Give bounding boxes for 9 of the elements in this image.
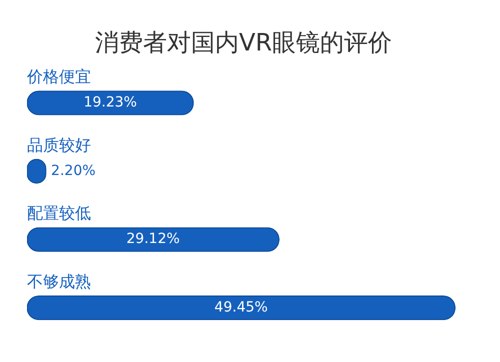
y-tick-label: 品质较好 xyxy=(27,135,91,154)
data-label: 29.12% xyxy=(126,231,180,248)
data-label: 2.20% xyxy=(51,162,96,179)
y-tick-label: 不够成熟 xyxy=(27,272,91,292)
y-tick-label: 价格便宜 xyxy=(26,67,91,86)
chart-title: 消费者对国内VR眼镜的评价 xyxy=(94,28,392,57)
data-label: 49.45% xyxy=(214,299,268,316)
data-label: 19.23% xyxy=(84,94,137,111)
y-tick-label: 配置较低 xyxy=(27,204,91,223)
